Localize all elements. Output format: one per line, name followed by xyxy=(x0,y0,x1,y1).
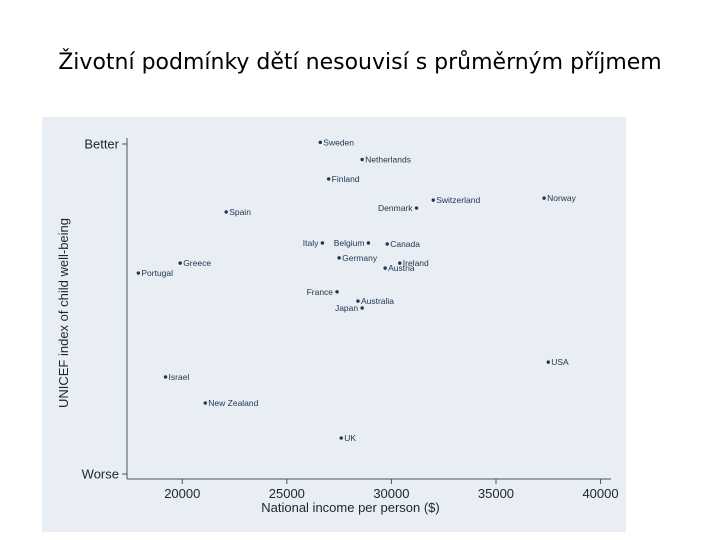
y-tick-label: Worse xyxy=(82,467,119,482)
point-finland xyxy=(326,177,331,181)
point-belgium xyxy=(366,241,371,245)
point-italy xyxy=(320,241,325,245)
point-uk xyxy=(339,436,343,440)
x-tick-label: 40000 xyxy=(582,486,618,501)
point-label-france: France xyxy=(307,287,334,297)
point-label-japan: Japan xyxy=(335,303,358,313)
slide-title: Životní podmínky dětí nesouvisí s průměr… xyxy=(58,50,662,75)
point-spain xyxy=(224,210,228,214)
point-portugal xyxy=(136,271,141,275)
point-label-italy: Italy xyxy=(303,238,319,248)
point-greece xyxy=(178,261,182,265)
chart-axes: 20000 25000 30000 35000 40000 Better Worse xyxy=(82,137,619,502)
point-australia xyxy=(356,299,360,303)
point-netherlands xyxy=(360,157,364,162)
point-label-ireland: Ireland xyxy=(403,258,429,268)
point-label-belgium: Belgium xyxy=(334,238,365,248)
point-japan xyxy=(360,306,364,310)
point-norway xyxy=(542,196,546,200)
point-label-norway: Norway xyxy=(547,193,577,203)
point-label-uk: UK xyxy=(344,433,356,443)
point-germany xyxy=(337,256,341,260)
chart-panel: 20000 25000 30000 35000 40000 Better Worse Swe… xyxy=(42,117,626,532)
point-label-austria: Austria xyxy=(388,263,415,273)
y-tick-label: Better xyxy=(84,137,119,152)
point-switzerland xyxy=(431,198,435,202)
point-austria xyxy=(383,266,387,270)
point-denmark xyxy=(414,206,419,210)
point-label-germany: Germany xyxy=(342,253,378,263)
point-canada xyxy=(385,242,389,246)
point-new-zealand xyxy=(203,401,207,405)
x-axis-title: National income per person ($) xyxy=(261,500,439,515)
point-label-spain: Spain xyxy=(229,207,251,217)
point-label-netherlands: Netherlands xyxy=(365,155,411,165)
point-usa xyxy=(546,360,550,364)
point-sweden xyxy=(318,140,323,145)
point-label-greece: Greece xyxy=(183,258,211,268)
point-label-canada: Canada xyxy=(390,239,420,249)
scatter-chart: 20000 25000 30000 35000 40000 Better Worse Swe… xyxy=(56,137,619,516)
point-label-switzerland: Switzerland xyxy=(436,195,480,205)
point-label-new-zealand: New Zealand xyxy=(208,398,258,408)
point-ireland xyxy=(398,261,402,265)
x-tick-label: 25000 xyxy=(269,486,305,501)
point-label-australia: Australia xyxy=(361,296,394,306)
point-france xyxy=(335,290,339,294)
point-israel xyxy=(163,375,168,379)
y-axis-title: UNICEF index of child well-being xyxy=(56,218,71,408)
point-label-israel: Israel xyxy=(169,372,190,382)
point-label-sweden: Sweden xyxy=(323,137,354,147)
point-label-portugal: Portugal xyxy=(141,268,173,278)
x-tick-label: 30000 xyxy=(373,486,409,501)
point-label-denmark: Denmark xyxy=(378,203,413,213)
point-label-finland: Finland xyxy=(332,174,360,184)
x-tick-label: 35000 xyxy=(478,486,514,501)
point-label-usa: USA xyxy=(551,357,569,367)
x-tick-label: 20000 xyxy=(164,486,200,501)
chart-points: Sweden Netherlands Finland Switzerland Norwa… xyxy=(136,137,577,443)
